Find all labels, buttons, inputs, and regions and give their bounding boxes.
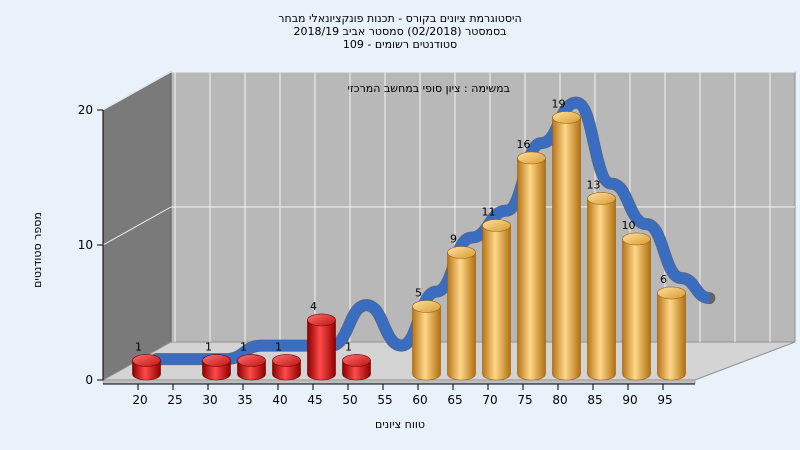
- x-tick-label: 40: [272, 393, 287, 407]
- bar-value-label: 13: [587, 179, 601, 192]
- bar-body: [622, 232, 651, 381]
- chart-annotation: במשימה : ציון סופי במחשב המרכזי: [347, 82, 511, 95]
- bar-value-label: 1: [135, 341, 142, 354]
- bar: 4: [307, 300, 336, 381]
- x-tick-label: 25: [167, 393, 182, 407]
- x-tick-label: 45: [307, 393, 322, 407]
- x-tick-label: 55: [377, 393, 392, 407]
- x-tick-label: 35: [237, 393, 252, 407]
- y-tick-label: 0: [85, 373, 93, 387]
- bar-top: [272, 354, 301, 367]
- bar-value-label: 10: [622, 219, 636, 232]
- bar-value-label: 9: [450, 233, 457, 246]
- bar-body: [552, 111, 581, 381]
- bar: 13: [587, 179, 616, 381]
- bar-top: [482, 219, 511, 232]
- bar: 19: [552, 98, 581, 381]
- bar-top: [237, 354, 266, 367]
- bar-top: [622, 232, 651, 246]
- x-tick-label: 90: [622, 393, 637, 407]
- chart-title-line-3: סטודנטים רשומים - 109: [342, 38, 458, 51]
- bar-body: [517, 151, 546, 381]
- x-tick-label: 50: [342, 393, 357, 407]
- bar-body: [447, 246, 476, 381]
- bar-top: [202, 354, 231, 367]
- gridline-side: [102, 71, 172, 111]
- bar-top: [552, 111, 581, 124]
- bar-value-label: 6: [660, 273, 667, 286]
- bar-value-label: 19: [552, 98, 566, 111]
- bar-value-label: 4: [310, 300, 317, 313]
- x-tick-label: 85: [587, 393, 602, 407]
- bar-value-label: 1: [275, 341, 282, 354]
- bar: 1: [202, 341, 231, 381]
- bar-top: [412, 300, 441, 313]
- bar: 6: [657, 273, 686, 381]
- bar: 1: [132, 341, 161, 381]
- bar-value-label: 1: [345, 341, 352, 354]
- x-tick-label: 95: [657, 393, 672, 407]
- bar: 1: [237, 341, 266, 381]
- bar-value-label: 1: [205, 341, 212, 354]
- bar-top: [342, 354, 371, 367]
- bar-top: [587, 192, 616, 205]
- bar-body: [482, 219, 511, 381]
- chart-title-line-1: היסטוגרמת ציונים בקורס - תכנות פונקציונא…: [278, 12, 522, 25]
- bar-value-label: 1: [240, 341, 247, 354]
- x-tick-label: 30: [202, 393, 217, 407]
- x-tick-label: 70: [482, 393, 497, 407]
- x-tick-label: 20: [132, 393, 147, 407]
- bar: 1: [272, 341, 301, 381]
- bar: 1: [342, 341, 371, 381]
- bar-body: [587, 192, 616, 381]
- bar-value-label: 5: [415, 287, 422, 300]
- bar-top: [307, 313, 336, 327]
- bar-top: [447, 246, 476, 259]
- bar: 16: [517, 138, 546, 381]
- floor-edge: [102, 379, 696, 385]
- bar: 11: [482, 206, 511, 381]
- bar-value-label: 16: [517, 138, 531, 151]
- y-axis-label: מספר סטודנטים: [31, 212, 44, 288]
- bar: 5: [412, 287, 441, 381]
- y-tick-label: 10: [78, 238, 93, 252]
- bar-top: [132, 354, 161, 367]
- bar: 10: [622, 219, 651, 381]
- chart-title-line-2: בסמסטר (02/2018) סמסטר אביב 2018/19: [293, 25, 507, 38]
- bar-top: [517, 151, 546, 165]
- bar-value-label: 11: [482, 206, 496, 219]
- x-axis-label: טווח ציונים: [375, 418, 425, 431]
- y-tick-label: 20: [78, 103, 93, 117]
- x-tick-label: 75: [517, 393, 532, 407]
- bar-body: [657, 286, 686, 381]
- x-tick-label: 60: [412, 393, 427, 407]
- gridline-side: [102, 206, 172, 246]
- x-tick-label: 80: [552, 393, 567, 407]
- bar-top: [657, 286, 686, 300]
- x-tick-label: 65: [447, 393, 462, 407]
- bar: 9: [447, 233, 476, 381]
